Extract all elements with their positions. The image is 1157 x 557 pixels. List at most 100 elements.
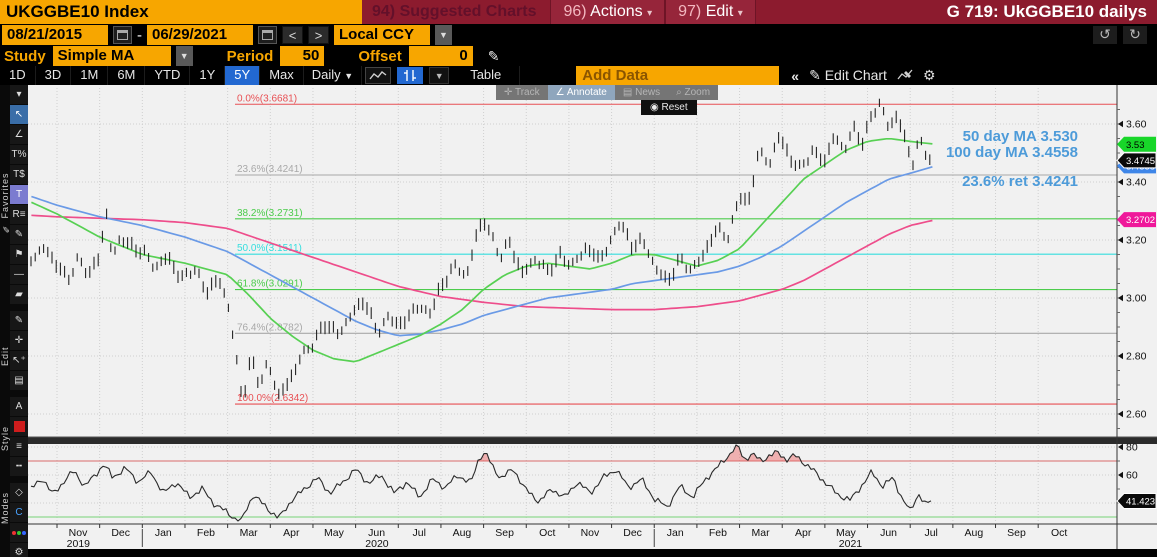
price-chart-canvas[interactable]: 0.0%(3.6681) 23.6%(3.4241) 38.2%(3.2731) 50… xyxy=(28,85,1157,557)
flag-tool-icon[interactable]: ⚑ xyxy=(10,245,28,264)
collapse-panel-button[interactable]: « xyxy=(791,67,800,84)
tab-3d[interactable]: 3D xyxy=(36,66,72,85)
svg-text:Jul: Jul xyxy=(413,527,426,539)
svg-text:Jan: Jan xyxy=(155,527,172,539)
font-style-icon[interactable]: A xyxy=(10,397,28,416)
svg-text:Oct: Oct xyxy=(539,527,555,539)
news-tool-button[interactable]: ▤ News xyxy=(622,87,661,98)
svg-text:Apr: Apr xyxy=(283,527,300,539)
annotate-tool-button[interactable]: ∠ Annotate xyxy=(547,85,615,100)
edit-menu[interactable]: 97) Edit ▾ xyxy=(665,0,756,24)
study-bar: Study Simple MA ▼ Period 50 Offset 0 ✎ xyxy=(0,46,1157,66)
svg-text:May: May xyxy=(836,527,857,539)
delete-tool-icon[interactable]: ▤ xyxy=(10,371,28,390)
chevron-down-icon: ▼ xyxy=(344,71,354,81)
track-tool-button[interactable]: ✛ Track xyxy=(504,87,540,98)
period-label: Period xyxy=(226,47,274,65)
edit-pencil-icon[interactable]: ✎ xyxy=(10,311,28,330)
tab-1y[interactable]: 1Y xyxy=(190,66,226,85)
select-plus-tool-icon[interactable]: ↖⁺ xyxy=(10,351,28,370)
svg-text:50.0%(3.1511): 50.0%(3.1511) xyxy=(237,243,302,254)
text-tool-icon[interactable]: T xyxy=(10,185,28,204)
period-input[interactable]: 50 xyxy=(280,46,325,66)
pencil-icon[interactable]: ✎ xyxy=(487,47,500,64)
gear-icon[interactable]: ⚙ xyxy=(922,67,936,83)
tab-ytd[interactable]: YTD xyxy=(145,66,191,85)
offset-input[interactable]: 0 xyxy=(408,46,473,66)
regression-tool-icon[interactable]: R≡ xyxy=(10,205,28,224)
table-button[interactable]: Table xyxy=(452,66,521,85)
ohlc-chart-type-icon[interactable] xyxy=(397,67,424,84)
compare-mode-icon[interactable]: C xyxy=(10,503,28,522)
svg-text:76.4%(2.8782): 76.4%(2.8782) xyxy=(237,322,303,333)
graph-title: G 719: UkGGBE10 dailys xyxy=(946,2,1147,21)
svg-text:Feb: Feb xyxy=(709,527,727,539)
svg-text:Apr: Apr xyxy=(795,527,812,539)
svg-text:41.4236: 41.4236 xyxy=(1126,497,1157,508)
suggested-charts-menu[interactable]: 94) Suggested Charts xyxy=(372,3,537,20)
shape-mode-icon[interactable]: ◇ xyxy=(10,483,28,502)
date-from-field[interactable]: 08/21/2015 xyxy=(2,25,108,45)
ma50-annotation: 50 day MA 3.530 xyxy=(962,128,1078,145)
dash-style-icon[interactable]: ╍ xyxy=(10,457,28,476)
range-forward-button[interactable]: > xyxy=(308,26,329,44)
tab-1m[interactable]: 1M xyxy=(71,66,109,85)
line-chart-type-icon[interactable] xyxy=(365,67,392,84)
chevron-down-icon[interactable]: ▼ xyxy=(175,46,193,66)
svg-text:3.40: 3.40 xyxy=(1126,177,1147,189)
panel-collapse-icon[interactable]: ▾ xyxy=(10,85,28,104)
range-back-button[interactable]: < xyxy=(282,26,303,44)
actions-menu[interactable]: 96) Actions ▾ xyxy=(550,0,666,24)
chevron-down-icon: ▾ xyxy=(647,8,653,19)
settings-gear-icon[interactable]: ⚙ xyxy=(10,543,28,557)
trendline-tool-icon[interactable]: ∠ xyxy=(10,125,28,144)
svg-text:Jun: Jun xyxy=(368,527,385,539)
zoom-tool-button[interactable]: ⌕ Zoom xyxy=(676,87,711,98)
add-data-input[interactable]: Add Data xyxy=(576,66,780,85)
tab-max[interactable]: Max xyxy=(260,66,304,85)
chart-type-dropdown-icon[interactable]: ▼ xyxy=(429,67,450,84)
calendar-icon[interactable] xyxy=(113,26,132,44)
security-ticker-field[interactable]: UKGGBE10 Index xyxy=(0,0,362,24)
tab-1d[interactable]: 1D xyxy=(0,66,36,85)
svg-text:0.0%(3.6681): 0.0%(3.6681) xyxy=(237,93,297,104)
frequency-select[interactable]: Daily ▼ xyxy=(304,66,363,85)
chart-toolbar: 1D 3D 1M 6M YTD 1Y 5Y Max Daily ▼ ▼ Tabl… xyxy=(0,66,1157,85)
channel-tool-icon[interactable]: ▰ xyxy=(10,285,28,304)
line-style-icon[interactable]: ≡ xyxy=(10,437,28,456)
reset-zoom-button[interactable]: ◉ Reset xyxy=(641,100,697,115)
chevron-down-icon[interactable]: ▼ xyxy=(435,25,452,45)
edit-chart-button[interactable]: ✎ Edit Chart xyxy=(809,67,887,83)
svg-text:May: May xyxy=(324,527,345,539)
study-select[interactable]: Simple MA xyxy=(52,46,171,66)
svg-text:60: 60 xyxy=(1126,470,1138,482)
svg-text:3.53: 3.53 xyxy=(1126,140,1145,151)
text-price-tool-icon[interactable]: T$ xyxy=(10,165,28,184)
undo-button[interactable]: ↺ xyxy=(1093,26,1117,44)
text-percent-tool-icon[interactable]: T% xyxy=(10,145,28,164)
offset-label: Offset xyxy=(358,47,402,65)
rgb-mode-icon[interactable] xyxy=(10,523,28,542)
tab-5y[interactable]: 5Y xyxy=(225,66,261,85)
currency-select[interactable]: Local CCY xyxy=(334,25,430,45)
svg-text:38.2%(3.2731): 38.2%(3.2731) xyxy=(237,208,303,219)
cursor-tool-icon[interactable]: ↖ xyxy=(10,105,28,124)
date-range-bar: 08/21/2015 - 06/29/2021 < > Local CCY ▼ … xyxy=(0,24,1157,46)
calendar-icon[interactable] xyxy=(258,26,277,44)
svg-text:100.0%(2.6342): 100.0%(2.6342) xyxy=(237,393,308,404)
color-swatch-icon[interactable] xyxy=(10,417,28,436)
move-tool-icon[interactable]: ✛ xyxy=(10,331,28,350)
draw-line-tool-icon[interactable]: ✎ xyxy=(10,225,28,244)
chart-annotate-icon[interactable] xyxy=(897,68,913,84)
redo-button[interactable]: ↻ xyxy=(1123,26,1147,44)
tab-6m[interactable]: 6M xyxy=(108,66,146,85)
chart-area[interactable]: 0.0%(3.6681) 23.6%(3.4241) 38.2%(3.2731) 50… xyxy=(28,85,1157,557)
section-label-edit: Edit xyxy=(0,346,10,366)
svg-text:3.60: 3.60 xyxy=(1126,119,1147,131)
svg-text:Dec: Dec xyxy=(111,527,130,539)
svg-text:Feb: Feb xyxy=(197,527,215,539)
chevron-down-icon: ▾ xyxy=(737,8,743,19)
horizontal-line-tool-icon[interactable]: — xyxy=(10,265,28,284)
date-to-field[interactable]: 06/29/2021 xyxy=(147,25,253,45)
svg-text:Dec: Dec xyxy=(623,527,642,539)
